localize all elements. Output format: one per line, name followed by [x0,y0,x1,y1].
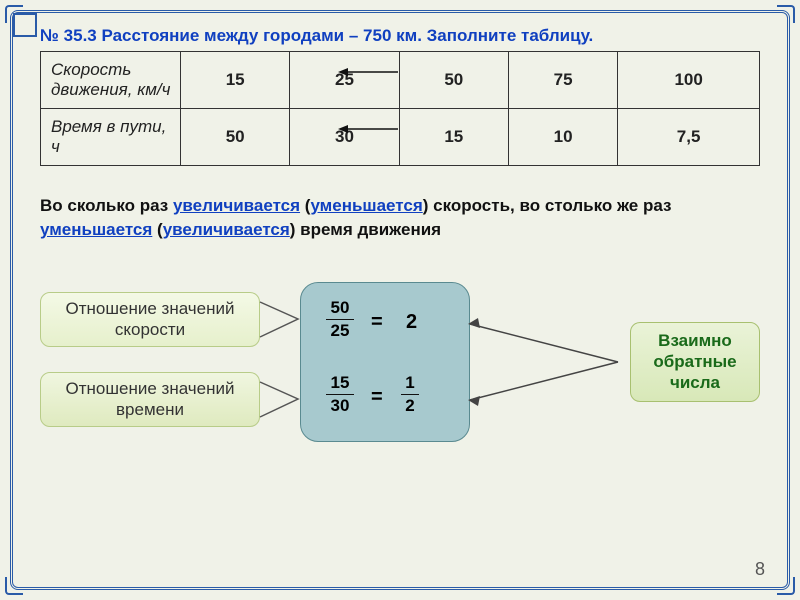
corner-ornament [777,5,795,23]
cell: 25 [290,52,399,109]
ratios-diagram: Отношение значений скорости Отношение зн… [40,282,760,472]
equals-sign: = [371,311,383,334]
cell: 75 [508,52,617,109]
cell: 15 [181,52,290,109]
calc-panel: 5025 = 2 1530 = 12 [300,282,470,442]
cell: 50 [399,52,508,109]
cell: 30 [290,109,399,166]
table-row: Скорость движения, км/ч 15 25 50 75 100 [41,52,760,109]
fraction-speed: 5025 [326,298,354,342]
page-number: 8 [755,559,765,580]
cell: 10 [508,109,617,166]
fraction-time: 1530 [326,373,354,417]
cell: 50 [181,109,290,166]
cell: 15 [399,109,508,166]
statement-text: Во сколько раз увеличивается (уменьшаетс… [40,194,760,242]
equals-sign: = [371,386,383,409]
problem-title: № 35.3 Расстояние между городами – 750 к… [40,25,760,47]
box-reciprocal: Взаимно обратные числа [630,322,760,402]
corner-ornament [5,577,23,595]
result-time: 12 [401,373,419,417]
box-speed-ratio: Отношение значений скорости [40,292,260,347]
row-label-time: Время в пути, ч [41,109,181,166]
row-label-speed: Скорость движения, км/ч [41,52,181,109]
corner-ornament [777,577,795,595]
data-table: Скорость движения, км/ч 15 25 50 75 100 … [40,51,760,166]
result-speed: 2 [406,311,417,334]
table-row: Время в пути, ч 50 30 15 10 7,5 [41,109,760,166]
cell: 100 [618,52,760,109]
box-time-ratio: Отношение значений времени [40,372,260,427]
connector-lines [468,302,628,422]
cell: 7,5 [618,109,760,166]
corner-ornament [5,5,23,23]
